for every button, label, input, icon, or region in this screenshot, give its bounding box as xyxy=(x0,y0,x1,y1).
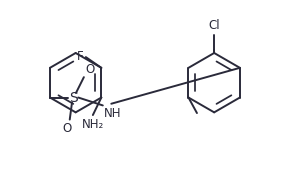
Text: O: O xyxy=(85,63,94,76)
Text: S: S xyxy=(69,90,77,104)
Text: Cl: Cl xyxy=(208,19,220,32)
Text: NH: NH xyxy=(104,107,122,120)
Text: O: O xyxy=(62,122,71,135)
Text: F: F xyxy=(77,50,84,63)
Text: NH₂: NH₂ xyxy=(82,118,104,131)
